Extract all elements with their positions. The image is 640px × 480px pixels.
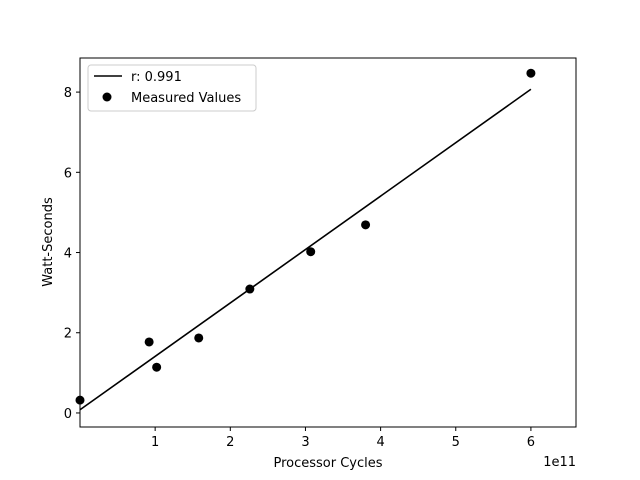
x-axis-label: Processor Cycles [273,456,382,471]
y-tick-label: 2 [64,327,72,342]
data-point [526,68,536,78]
legend-box [87,64,257,112]
y-tick-label: 0 [64,407,72,422]
data-point [144,337,154,347]
legend-entry-measured: Measured Values [131,91,241,106]
data-point [194,333,204,343]
x-axis: 1 2 3 4 5 6 [151,427,535,450]
x-offset-label: 1e11 [543,455,576,470]
y-tick-label: 8 [64,86,72,101]
plot-area [75,57,577,428]
x-tick-label: 3 [301,435,309,450]
data-point [306,247,316,257]
data-point [245,284,255,294]
legend-entry-fit: r: 0.991 [131,70,182,85]
x-tick-label: 4 [376,435,384,450]
y-tick-label: 4 [64,247,72,262]
data-point [152,362,162,372]
x-tick-label: 2 [226,435,234,450]
x-tick-label: 5 [452,435,460,450]
y-axis-label: Watt-Seconds [41,197,56,287]
axes-frame [79,57,577,428]
fit-line [79,88,532,411]
x-tick-label: 1 [151,435,159,450]
axes-background [80,58,576,427]
series-layer [75,68,536,411]
y-axis: 0 2 4 6 8 [64,86,80,422]
x-tick-label: 6 [527,435,535,450]
legend-marker-swatch [102,92,112,102]
data-point [361,220,371,230]
y-tick-label: 6 [64,166,72,181]
legend: r: 0.991 Measured Values [87,64,257,112]
